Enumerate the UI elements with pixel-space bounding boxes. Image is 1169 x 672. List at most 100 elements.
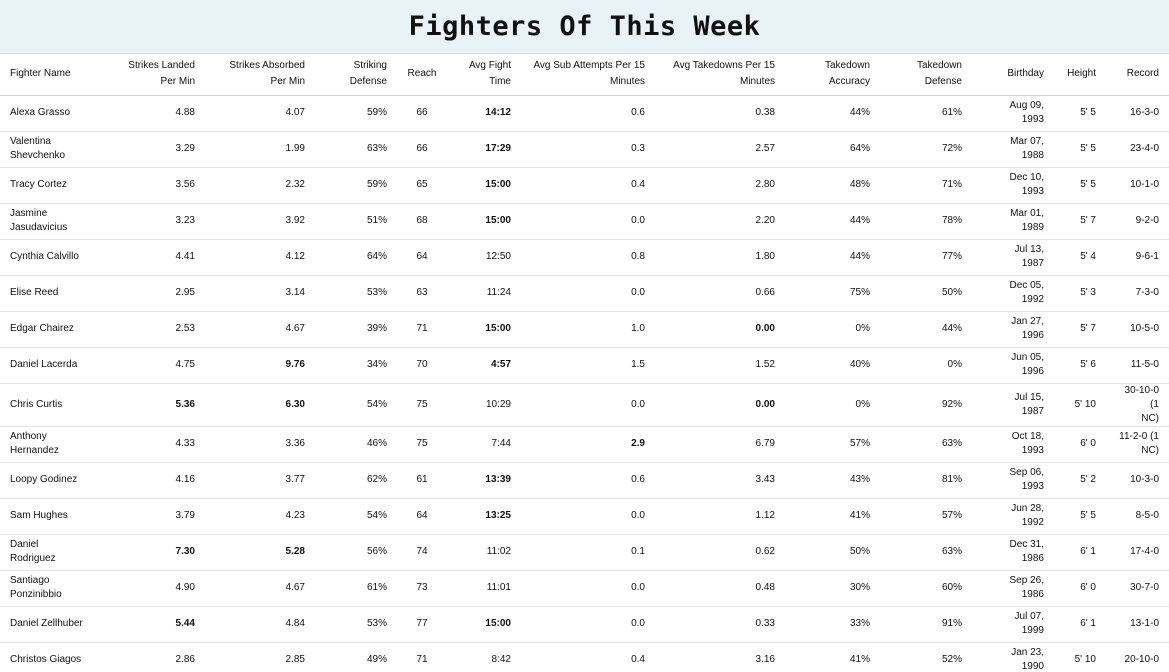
- cell-line: 10-3-0: [1130, 474, 1159, 485]
- cell-avg-sub-attempts: 1.5: [521, 347, 655, 384]
- cell-avg-sub-attempts: 0.0: [521, 383, 655, 427]
- cell-avg-takedowns: 0.33: [655, 606, 785, 643]
- cell-birthday: Jul 13, 1987: [972, 239, 1054, 276]
- cell-avg-sub-attempts: 0.0: [521, 203, 655, 240]
- cell-line: 11-5-0: [1130, 359, 1159, 370]
- cell-striking-defense: 62%: [315, 462, 397, 499]
- cell-height: 5' 4: [1054, 239, 1106, 276]
- column-header-fighter-name[interactable]: Fighter Name: [0, 54, 95, 96]
- table-row: Edgar Chairez 2.53 4.67 39% 71 15:00 1.0 0.00 0%…: [0, 311, 1169, 348]
- column-header-avg-fight-time[interactable]: Avg Fight Time: [447, 54, 521, 96]
- cell-avg-sub-attempts: 0.1: [521, 534, 655, 571]
- cell-avg-fight-time: 11:01: [447, 570, 521, 607]
- cell-striking-defense: 63%: [315, 131, 397, 168]
- cell-strikes-landed: 5.36: [95, 383, 205, 427]
- cell-height: 5' 5: [1054, 131, 1106, 168]
- cell-line: Jul 15,: [1014, 391, 1044, 403]
- cell-line: Jan 27,: [1011, 316, 1044, 327]
- table-body: Alexa Grasso 4.88 4.07 59% 66 14:12 0.6 0.38 44%…: [0, 95, 1169, 672]
- title-banner: Fighters Of This Week: [0, 0, 1169, 54]
- cell-line: Avg Sub Attempts Per 15: [533, 60, 645, 72]
- column-header-striking-defense[interactable]: Striking Defense: [315, 54, 397, 96]
- cell-takedown-accuracy: 75%: [785, 275, 880, 312]
- cell-fighter-name: Chris Curtis: [0, 383, 95, 427]
- cell-birthday: Sep 06, 1993: [972, 462, 1054, 499]
- cell-takedown-defense: 63%: [880, 534, 972, 571]
- cell-takedown-accuracy: 40%: [785, 347, 880, 384]
- column-header-birthday[interactable]: Birthday: [972, 54, 1054, 96]
- cell-reach: 66: [397, 95, 447, 132]
- cell-avg-fight-time: 10:29: [447, 383, 521, 427]
- cell-line: Daniel Rodriguez: [10, 539, 56, 564]
- cell-avg-takedowns: 0.66: [655, 275, 785, 312]
- cell-strikes-absorbed: 3.14: [205, 275, 315, 312]
- cell-avg-fight-time: 11:02: [447, 534, 521, 571]
- cell-strikes-absorbed: 4.84: [205, 606, 315, 643]
- cell-line: Cynthia Calvillo: [10, 251, 79, 262]
- column-header-takedown-defense[interactable]: Takedown Defense: [880, 54, 972, 96]
- cell-height: 5' 7: [1054, 203, 1106, 240]
- table-row: Tracy Cortez 3.56 2.32 59% 65 15:00 0.4 2.80 48%…: [0, 167, 1169, 204]
- cell-line: 1993: [1021, 186, 1044, 197]
- cell-birthday: Aug 09, 1993: [972, 95, 1054, 132]
- cell-strikes-absorbed: 4.12: [205, 239, 315, 276]
- table-row: Valentina Shevchenko 3.29 1.99 63% 66 17:29 0.3…: [0, 131, 1169, 168]
- cell-line: 7-3-0: [1135, 287, 1159, 298]
- cell-line: 1987: [1021, 258, 1044, 269]
- cell-line: Dec 05,: [1009, 280, 1044, 291]
- cell-takedown-accuracy: 41%: [785, 642, 880, 672]
- cell-reach: 63: [397, 275, 447, 312]
- column-header-record[interactable]: Record: [1106, 54, 1169, 96]
- cell-avg-takedowns: 0.62: [655, 534, 785, 571]
- cell-takedown-accuracy: 44%: [785, 95, 880, 132]
- cell-line: 1992: [1021, 294, 1044, 305]
- header-row: Fighter Name Strikes Landed Per Min Strikes…: [0, 54, 1169, 96]
- cell-takedown-accuracy: 0%: [785, 311, 880, 348]
- cell-strikes-landed: 7.30: [95, 534, 205, 571]
- cell-strikes-absorbed: 4.07: [205, 95, 315, 132]
- cell-avg-sub-attempts: 0.6: [521, 462, 655, 499]
- cell-strikes-absorbed: 3.77: [205, 462, 315, 499]
- cell-fighter-name: Edgar Chairez: [0, 311, 95, 348]
- cell-avg-sub-attempts: 0.0: [521, 606, 655, 643]
- cell-height: 5' 2: [1054, 462, 1106, 499]
- cell-avg-fight-time: 8:42: [447, 642, 521, 672]
- cell-avg-fight-time: 7:44: [447, 426, 521, 463]
- column-header-takedown-accuracy[interactable]: Takedown Accuracy: [785, 54, 880, 96]
- cell-line: 1993: [1021, 445, 1044, 456]
- cell-avg-takedowns: 6.79: [655, 426, 785, 463]
- column-header-height[interactable]: Height: [1054, 54, 1106, 96]
- cell-reach: 64: [397, 239, 447, 276]
- cell-line: Jun 05,: [1011, 352, 1044, 363]
- cell-avg-sub-attempts: 1.0: [521, 311, 655, 348]
- cell-line: Santiago: [10, 575, 50, 586]
- column-header-reach[interactable]: Reach: [397, 54, 447, 96]
- cell-fighter-name: Tracy Cortez: [0, 167, 95, 204]
- cell-strikes-landed: 3.56: [95, 167, 205, 204]
- cell-strikes-absorbed: 3.36: [205, 426, 315, 463]
- cell-line: Defense: [924, 76, 962, 88]
- cell-avg-sub-attempts: 0.6: [521, 95, 655, 132]
- cell-striking-defense: 46%: [315, 426, 397, 463]
- cell-strikes-absorbed: 4.67: [205, 311, 315, 348]
- cell-line: Height: [1067, 68, 1096, 80]
- cell-strikes-landed: 3.29: [95, 131, 205, 168]
- cell-line: 30-10-0 (1: [1124, 384, 1159, 410]
- cell-line: 11-2-0 (1: [1119, 431, 1159, 442]
- column-header-avg-takedowns[interactable]: Avg Takedowns Per 15 Minutes: [655, 54, 785, 96]
- cell-line: Alexa Grasso: [10, 107, 71, 118]
- cell-reach: 71: [397, 642, 447, 672]
- cell-fighter-name: Cynthia Calvillo: [0, 239, 95, 276]
- cell-line: 10-5-0: [1130, 323, 1159, 334]
- cell-line: Valentina: [10, 136, 51, 147]
- column-header-avg-sub-attempts[interactable]: Avg Sub Attempts Per 15 Minutes: [521, 54, 655, 96]
- cell-striking-defense: 59%: [315, 95, 397, 132]
- cell-height: 6' 0: [1054, 570, 1106, 607]
- cell-avg-takedowns: 3.16: [655, 642, 785, 672]
- column-header-strikes-landed[interactable]: Strikes Landed Per Min: [95, 54, 205, 96]
- column-header-strikes-absorbed[interactable]: Strikes Absorbed Per Min: [205, 54, 315, 96]
- cell-line: Oct 18,: [1011, 431, 1044, 442]
- cell-striking-defense: 56%: [315, 534, 397, 571]
- cell-avg-takedowns: 2.80: [655, 167, 785, 204]
- cell-line: 17-4-0: [1130, 546, 1159, 557]
